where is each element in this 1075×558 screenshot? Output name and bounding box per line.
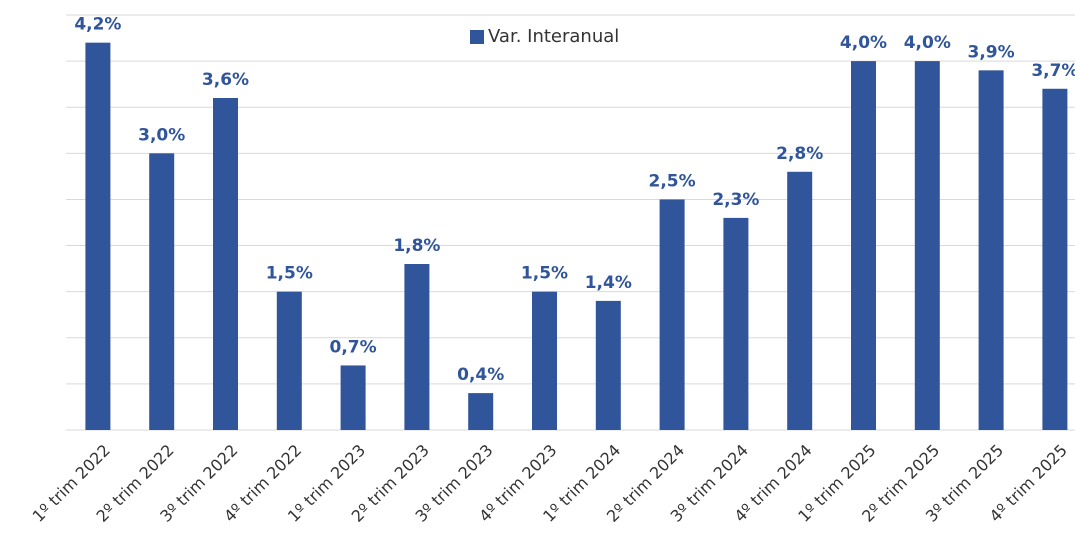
value-label: 4,0%: [840, 33, 887, 53]
value-label: 1,5%: [266, 264, 313, 284]
value-label: 0,4%: [457, 365, 504, 385]
bar: [340, 365, 366, 430]
value-label: 3,0%: [138, 125, 185, 145]
value-label: 1,8%: [393, 236, 440, 256]
value-label: 3,6%: [202, 70, 249, 90]
bar: [914, 61, 940, 430]
bar: [1042, 88, 1068, 431]
legend-swatch: [470, 30, 484, 44]
value-label: 2,5%: [649, 171, 696, 191]
bar: [978, 70, 1004, 430]
value-label: 3,7%: [1031, 61, 1075, 81]
bar: [723, 217, 749, 430]
value-label: 2,8%: [776, 144, 823, 164]
bar: [149, 153, 175, 431]
bar: [595, 300, 621, 430]
legend-label: Var. Interanual: [488, 26, 619, 47]
bar: [276, 291, 302, 430]
bar: [468, 393, 494, 430]
value-label: 3,9%: [968, 42, 1015, 62]
bar: [659, 199, 685, 430]
value-label: 4,0%: [904, 33, 951, 53]
bar: [787, 171, 813, 430]
bar: [404, 264, 430, 430]
bar: [85, 42, 111, 431]
bar: [213, 98, 238, 430]
value-label: 2,3%: [712, 190, 759, 210]
value-label: 4,2%: [74, 15, 121, 35]
bar: [532, 291, 557, 430]
bar: [851, 61, 876, 430]
value-label: 1,5%: [521, 264, 568, 284]
value-label: 0,7%: [330, 337, 377, 357]
value-label: 1,4%: [585, 273, 632, 293]
